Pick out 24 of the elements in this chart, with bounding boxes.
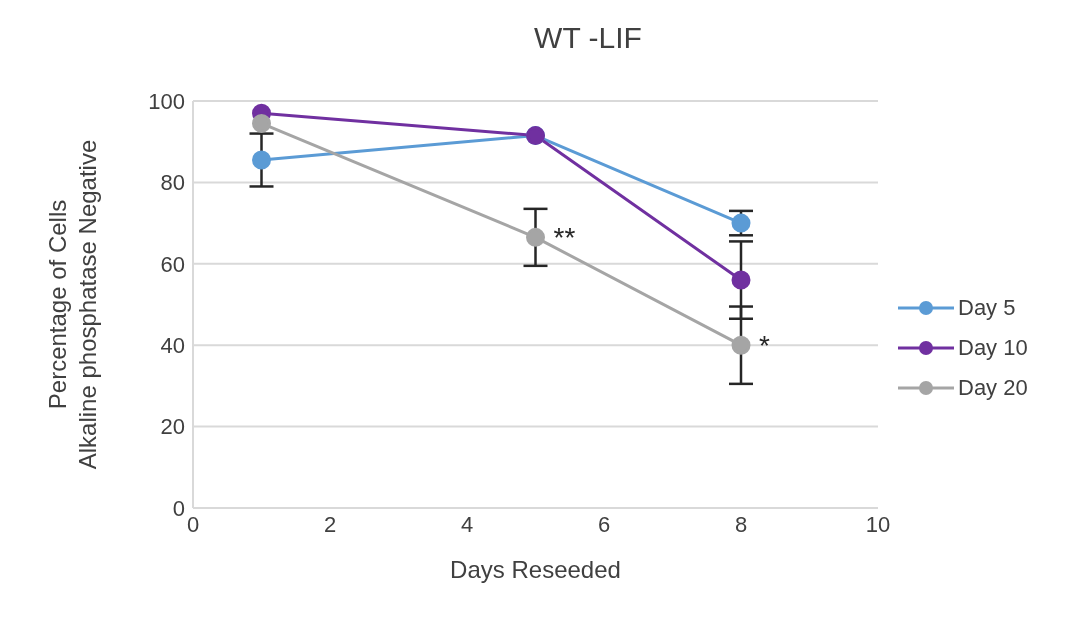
point bbox=[252, 113, 271, 133]
x-tick-label: 2 bbox=[323, 511, 337, 537]
y-tick-label: 40 bbox=[160, 333, 185, 359]
x-tick-label: 8 bbox=[734, 511, 748, 537]
x-axis-title: Days Reseeded bbox=[450, 556, 621, 583]
point bbox=[731, 270, 751, 290]
x-tick-label: 4 bbox=[460, 511, 474, 537]
legend-label: Day 5 bbox=[958, 295, 1016, 321]
point bbox=[731, 335, 751, 355]
y-tick-label: 80 bbox=[160, 170, 185, 196]
y-axis-title: Percentage of Cells Alkaline phosphatase Negative bbox=[44, 139, 101, 470]
y-tick-label: 60 bbox=[160, 251, 185, 277]
y-tick-label: 100 bbox=[148, 88, 185, 114]
annotation: ** bbox=[553, 222, 576, 254]
legend-label: Day 10 bbox=[958, 335, 1028, 361]
y-tick-label: 0 bbox=[172, 495, 185, 521]
annotation: * bbox=[759, 330, 770, 362]
legend-label: Day 20 bbox=[958, 375, 1028, 401]
x-tick-label: 10 bbox=[865, 511, 891, 537]
point bbox=[526, 227, 545, 247]
y-tick-label: 20 bbox=[160, 414, 185, 440]
chart-title: WT -LIF bbox=[533, 20, 643, 56]
point bbox=[252, 150, 271, 170]
x-tick-label: 6 bbox=[597, 511, 611, 537]
